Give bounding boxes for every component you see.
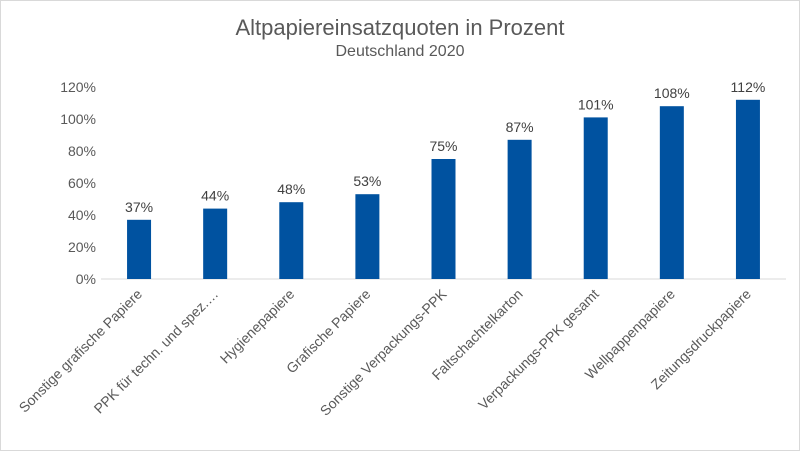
x-tick-label: Sonstige Verpackungs-PPK — [317, 285, 450, 418]
data-label: 53% — [353, 173, 381, 189]
bar — [355, 194, 380, 279]
bar — [659, 106, 684, 279]
data-label: 48% — [277, 181, 305, 197]
y-tick-label: 100% — [60, 111, 96, 127]
y-tick-label: 20% — [68, 239, 96, 255]
bar — [507, 139, 532, 279]
bar — [279, 202, 304, 279]
data-label: 75% — [429, 138, 457, 154]
data-label: 44% — [201, 188, 229, 204]
data-label: 37% — [125, 199, 153, 215]
chart-title: Altpapiereinsatzquoten in Prozent — [235, 15, 565, 40]
x-tick-label: Verpackungs-PPK gesamt — [475, 286, 602, 413]
data-label: 87% — [506, 119, 534, 135]
bar — [735, 99, 760, 279]
y-tick-label: 40% — [68, 207, 96, 223]
x-tick-label: PPK für techn. und spez.… — [91, 286, 222, 417]
chart-subtitle: Deutschland 2020 — [335, 43, 465, 60]
bar — [583, 117, 608, 280]
x-tick-label: Hygienepapiere — [217, 286, 298, 367]
bar — [127, 219, 152, 279]
bar — [431, 159, 456, 279]
data-label: 112% — [731, 79, 766, 95]
data-label: 101% — [578, 96, 614, 112]
y-tick-label: 60% — [68, 175, 96, 191]
y-tick-label: 0% — [76, 271, 96, 287]
y-tick-label: 80% — [68, 143, 96, 159]
bar — [203, 208, 228, 279]
y-tick-label: 120% — [60, 79, 96, 95]
x-tick-label: Sonstige grafische Papiere — [16, 286, 146, 416]
data-label: 108% — [654, 85, 690, 101]
